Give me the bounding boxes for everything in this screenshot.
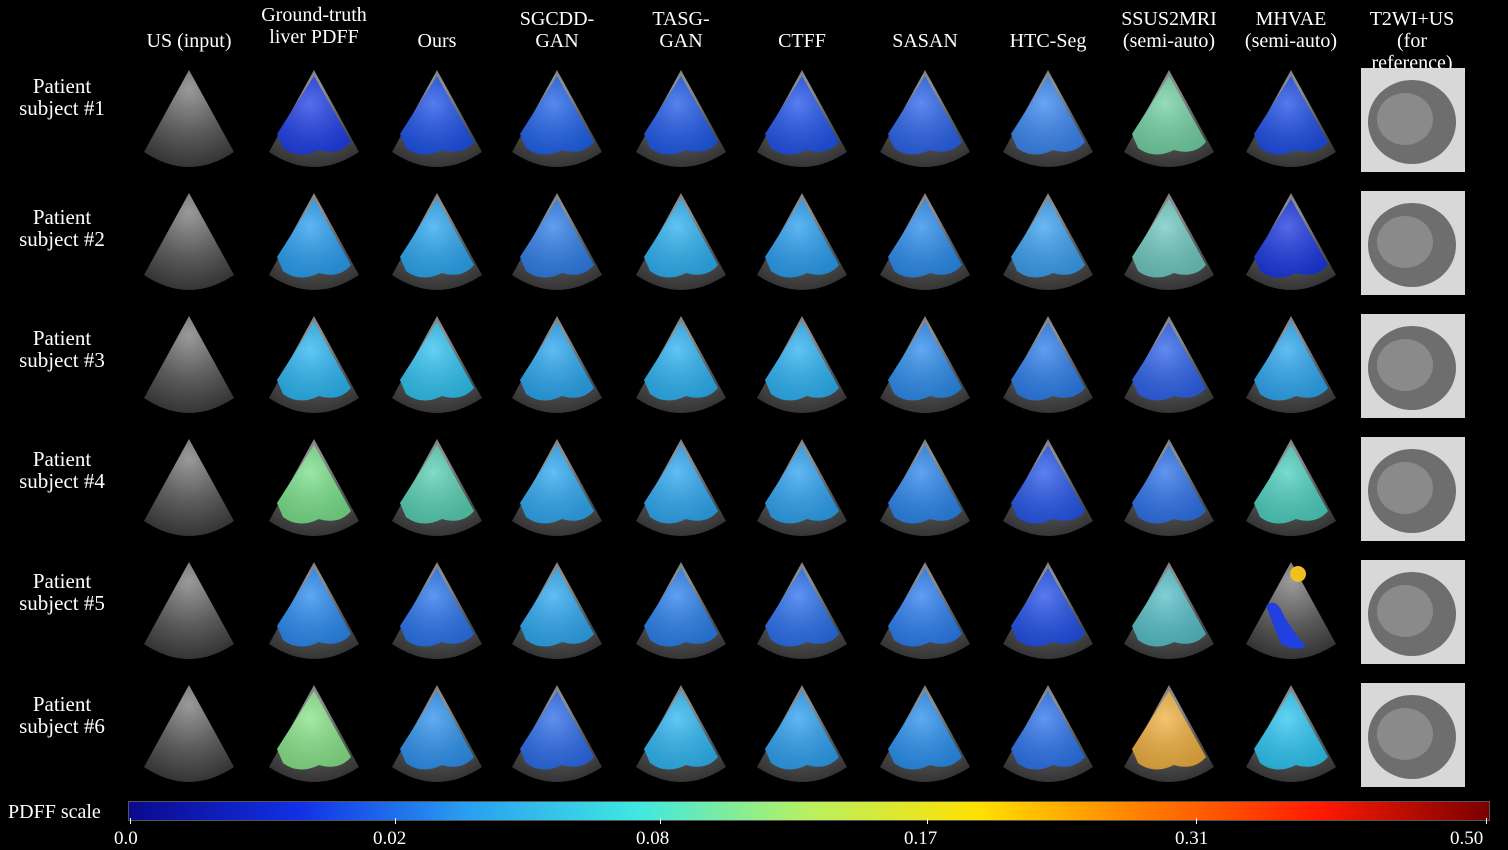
row-label-4: Patient subject #4 [19, 447, 105, 493]
panel-r6-c11 [1357, 679, 1467, 791]
panel-r1-c6 [747, 64, 857, 176]
colorbar-tick-1: 0.0 [114, 828, 138, 849]
panel-r5-c9 [1114, 556, 1224, 668]
row-label-5: Patient subject #5 [19, 569, 105, 615]
panel-r4-c9 [1114, 433, 1224, 545]
panel-r5-c4 [502, 556, 612, 668]
colorbar-tick-mark-6 [1486, 818, 1487, 824]
panel-r2-c2 [259, 187, 369, 299]
panel-r2-c7 [870, 187, 980, 299]
panel-r3-c6 [747, 310, 857, 422]
panel-r6-c3 [382, 679, 492, 791]
panel-r6-c9 [1114, 679, 1224, 791]
panel-r6-c1 [134, 679, 244, 791]
panel-r2-c1 [134, 187, 244, 299]
row-label-6: Patient subject #6 [19, 692, 105, 738]
column-header-9: SSUS2MRI (semi-auto) [1121, 8, 1217, 52]
panel-r3-c9 [1114, 310, 1224, 422]
panel-r5-c11 [1357, 556, 1467, 668]
panel-r3-c1 [134, 310, 244, 422]
column-header-2: Ground-truth liver PDFF [261, 4, 367, 48]
panel-r3-c8 [993, 310, 1103, 422]
panel-r2-c10 [1236, 187, 1346, 299]
column-header-4: SGCDD- GAN [519, 8, 595, 52]
panel-r3-c10 [1236, 310, 1346, 422]
panel-r1-c9 [1114, 64, 1224, 176]
panel-r4-c1 [134, 433, 244, 545]
panel-r5-c3 [382, 556, 492, 668]
colorbar-tick-6: 0.50 [1450, 828, 1484, 849]
column-header-1: US (input) [146, 30, 232, 52]
panel-r6-c7 [870, 679, 980, 791]
panel-r2-c5 [626, 187, 736, 299]
panel-r3-c3 [382, 310, 492, 422]
panel-r5-c5 [626, 556, 736, 668]
panel-r3-c5 [626, 310, 736, 422]
panel-r6-c10 [1236, 679, 1346, 791]
colorbar-tick-mark-5 [1196, 818, 1197, 824]
panel-r5-c10 [1236, 556, 1346, 668]
panel-r4-c6 [747, 433, 857, 545]
panel-r3-c11 [1357, 310, 1467, 422]
panel-r6-c8 [993, 679, 1103, 791]
panel-r1-c10 [1236, 64, 1346, 176]
panel-r5-c6 [747, 556, 857, 668]
panel-r2-c6 [747, 187, 857, 299]
row-label-3: Patient subject #3 [19, 326, 105, 372]
panel-r5-c7 [870, 556, 980, 668]
panel-r1-c5 [626, 64, 736, 176]
panel-r6-c4 [502, 679, 612, 791]
panel-r4-c5 [626, 433, 736, 545]
panel-r3-c7 [870, 310, 980, 422]
panel-r6-c6 [747, 679, 857, 791]
row-label-1: Patient subject #1 [19, 74, 105, 120]
panel-r6-c5 [626, 679, 736, 791]
panel-r4-c8 [993, 433, 1103, 545]
panel-r3-c4 [502, 310, 612, 422]
panel-r5-c8 [993, 556, 1103, 668]
panel-r1-c2 [259, 64, 369, 176]
column-header-8: HTC-Seg [1009, 30, 1087, 52]
panel-r5-c2 [259, 556, 369, 668]
panel-r4-c10 [1236, 433, 1346, 545]
panel-r4-c11 [1357, 433, 1467, 545]
panel-r1-c1 [134, 64, 244, 176]
colorbar-tick-mark-4 [927, 818, 928, 824]
panel-r1-c11 [1357, 64, 1467, 176]
colorbar-tick-mark-1 [130, 818, 131, 824]
panel-r4-c3 [382, 433, 492, 545]
colorbar-tick-5: 0.31 [1175, 828, 1209, 849]
colorbar-tick-4: 0.17 [904, 828, 938, 849]
panel-r1-c7 [870, 64, 980, 176]
colorbar-tick-2: 0.02 [373, 828, 407, 849]
panel-r3-c2 [259, 310, 369, 422]
panel-r1-c3 [382, 64, 492, 176]
panel-r2-c4 [502, 187, 612, 299]
panel-r1-c8 [993, 64, 1103, 176]
panel-r2-c8 [993, 187, 1103, 299]
column-header-5: TASG- GAN [652, 8, 710, 52]
panel-r2-c9 [1114, 187, 1224, 299]
colorbar-label: PDFF scale [8, 801, 101, 823]
panel-r6-c2 [259, 679, 369, 791]
colorbar-tick-mark-2 [395, 818, 396, 824]
panel-r1-c4 [502, 64, 612, 176]
panel-r5-c1 [134, 556, 244, 668]
column-header-3: Ours [417, 30, 457, 52]
panel-r4-c4 [502, 433, 612, 545]
colorbar-tick-3: 0.08 [636, 828, 670, 849]
row-label-2: Patient subject #2 [19, 205, 105, 251]
pdff-colorbar [128, 801, 1490, 821]
panel-r4-c7 [870, 433, 980, 545]
column-header-6: CTFF [778, 30, 826, 52]
column-header-7: SASAN [892, 30, 958, 52]
panel-r2-c3 [382, 187, 492, 299]
panel-r4-c2 [259, 433, 369, 545]
panel-r2-c11 [1357, 187, 1467, 299]
column-header-10: MHVAE (semi-auto) [1244, 8, 1338, 52]
colorbar-tick-mark-3 [660, 818, 661, 824]
